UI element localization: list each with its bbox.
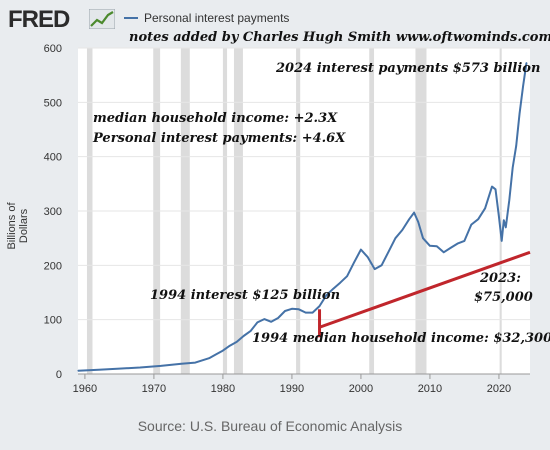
data-point — [180, 363, 183, 365]
x-tick-label: 2020 — [487, 383, 511, 395]
data-point — [503, 219, 505, 221]
data-point — [291, 308, 293, 310]
chart-legend: Personal interest payments — [124, 11, 289, 25]
income-growth-note: median household income: +2.3X — [93, 111, 338, 126]
data-point — [77, 370, 79, 372]
data-point — [408, 218, 410, 220]
income-2023-note: $75,000 — [474, 290, 533, 305]
data-point — [284, 310, 286, 312]
x-tick-label: 1980 — [211, 383, 235, 395]
data-point — [422, 237, 424, 239]
interest-growth-note: Personal interest payments: +4.6X — [93, 131, 346, 146]
data-point — [394, 237, 397, 239]
data-point — [118, 367, 121, 370]
y-axis-label: Billions of Dollars — [6, 202, 30, 250]
series-layer — [77, 62, 528, 372]
data-point — [501, 240, 503, 242]
data-point — [353, 262, 355, 264]
data-point — [381, 264, 383, 266]
source-note: Source: U.S. Bureau of Economic Analysis — [137, 418, 403, 434]
income-trend-line — [319, 250, 531, 329]
data-point — [413, 212, 415, 214]
credit-note: notes added by Charles Hugh Smith www.of… — [129, 30, 550, 45]
y-tick-label: 0 — [56, 369, 62, 381]
data-point — [215, 353, 217, 356]
data-point — [256, 321, 259, 323]
x-tick-label: 1970 — [142, 383, 166, 395]
fred-line-graph-icon — [89, 9, 115, 29]
data-point — [229, 345, 231, 347]
y-tick-label: 300 — [44, 206, 62, 218]
overlay-layer — [318, 250, 531, 338]
interest-1994-note: 1994 interest $125 billion — [150, 288, 341, 303]
data-point — [463, 240, 466, 242]
data-point — [298, 308, 300, 310]
data-point — [277, 317, 279, 319]
x-tick-label: 2000 — [349, 383, 373, 395]
data-point — [494, 188, 497, 190]
data-point — [456, 243, 459, 245]
data-point — [401, 229, 403, 231]
data-point — [491, 185, 493, 188]
data-point — [450, 247, 452, 249]
x-tick-label: 1990 — [280, 383, 304, 395]
data-point — [508, 199, 510, 201]
data-point — [525, 62, 528, 64]
data-point — [515, 145, 517, 147]
y-tick-label: 500 — [44, 97, 62, 109]
data-point — [325, 294, 328, 296]
data-point — [387, 251, 390, 253]
data-point — [374, 268, 376, 270]
data-point — [263, 318, 265, 320]
data-point — [436, 245, 438, 247]
legend-swatch — [124, 17, 138, 19]
fred-logo[interactable]: FRED — [8, 6, 70, 33]
y-tick-label: 400 — [44, 152, 62, 164]
data-point — [318, 305, 321, 307]
x-tick-label: 1960 — [73, 383, 97, 395]
axis-tick-labels: 0 100 200 300 400 500 600 1960 1970 1980 1990 2000 2… — [44, 43, 530, 395]
data-point — [194, 361, 196, 364]
data-point — [477, 218, 479, 220]
data-point — [98, 369, 100, 371]
data-point — [243, 335, 245, 337]
chart-header: FRED Personal interest payments — [0, 0, 550, 40]
data-point — [429, 245, 431, 247]
data-point — [367, 256, 369, 258]
data-point — [443, 251, 445, 253]
data-point — [160, 365, 162, 367]
y-tick-label: 100 — [44, 315, 62, 327]
y-tick-label: 600 — [44, 43, 62, 55]
data-point — [208, 357, 210, 359]
data-point — [312, 312, 314, 314]
data-point — [484, 207, 486, 209]
data-point — [249, 330, 252, 332]
data-point — [522, 85, 524, 87]
data-point — [139, 366, 141, 369]
data-point — [498, 215, 500, 218]
x-tick-label: 2010 — [418, 383, 442, 395]
data-point — [505, 226, 507, 228]
data-point — [417, 221, 419, 223]
data-point — [236, 341, 238, 343]
data-point — [519, 112, 521, 114]
data-point — [339, 282, 341, 284]
income-1994-note: 1994 median household income: $32,300 — [252, 331, 550, 346]
data-point — [305, 312, 307, 314]
peak-2024-note: 2024 interest payments $573 billion — [276, 61, 541, 76]
data-point — [360, 248, 362, 251]
data-point — [346, 275, 348, 277]
data-point — [222, 350, 224, 352]
data-point — [332, 288, 334, 290]
legend-label[interactable]: Personal interest payments — [144, 11, 290, 25]
data-point — [512, 166, 514, 169]
data-point — [270, 321, 272, 323]
y-tick-label: 200 — [44, 260, 62, 272]
data-point — [470, 223, 472, 226]
year-2023-note: 2023: — [480, 271, 521, 286]
